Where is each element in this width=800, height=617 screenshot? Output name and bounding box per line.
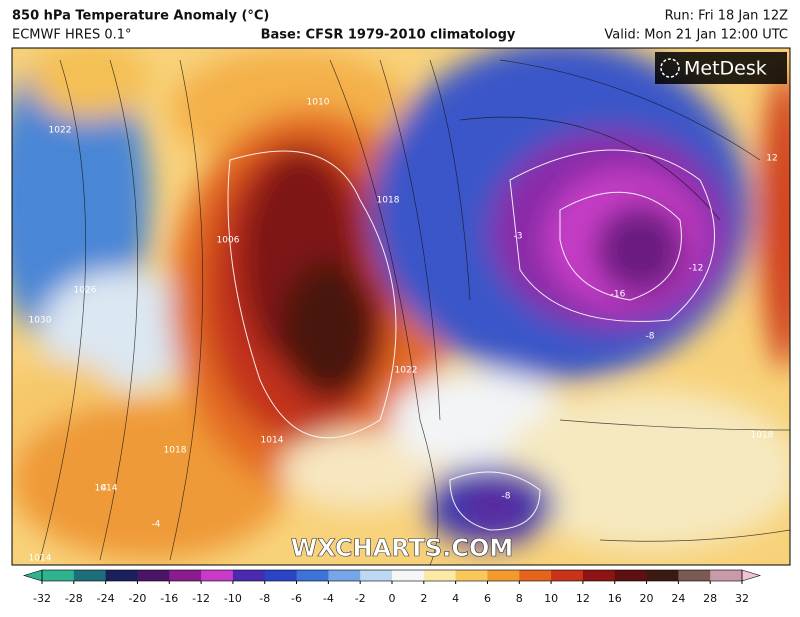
map-label: 1018 bbox=[751, 431, 774, 441]
colorbar-segment bbox=[105, 570, 138, 581]
map-label: -16 bbox=[611, 290, 626, 300]
map-label: -3 bbox=[514, 232, 523, 242]
colorbar-segment bbox=[169, 570, 202, 581]
colorbar-end bbox=[741, 569, 762, 582]
colorbar-label: 12 bbox=[576, 592, 590, 605]
colorbar-label: 24 bbox=[671, 592, 685, 605]
colorbar-segment bbox=[519, 570, 552, 581]
colorbar-segment bbox=[201, 570, 234, 581]
map-label: 1010 bbox=[307, 98, 330, 108]
colorbar-label: -10 bbox=[224, 592, 242, 605]
map-label: 4 bbox=[101, 484, 107, 494]
colorbar-segment bbox=[487, 570, 520, 581]
map: MetDesk WXCHARTS.COM 1010 1018 1006 1022 101… bbox=[12, 48, 790, 565]
colorbar-segment bbox=[582, 570, 616, 581]
colorbar-segment bbox=[614, 570, 648, 581]
colorbar-end bbox=[22, 569, 43, 582]
colorbar-label: 4 bbox=[452, 592, 459, 605]
map-label: -8 bbox=[646, 332, 655, 342]
map-label: 1018 bbox=[377, 196, 400, 206]
colorbar-label: -4 bbox=[323, 592, 334, 605]
model: ECMWF HRES 0.1° bbox=[12, 28, 132, 43]
colorbar-segment bbox=[455, 570, 488, 581]
colorbar-label: -16 bbox=[160, 592, 178, 605]
colorbar-segment bbox=[232, 570, 266, 581]
map-frame bbox=[11, 47, 791, 566]
colorbar: -32 -28 -24 -20 -16 -12 -10 -8 -6 -4 -2 0 2 4 6 8 10 12 16… bbox=[22, 569, 762, 605]
map-label: -12 bbox=[689, 264, 704, 274]
colorbar-segment bbox=[360, 570, 393, 581]
colorbar-label: 10 bbox=[544, 592, 558, 605]
colorbar-segment bbox=[423, 570, 457, 581]
colorbar-segment bbox=[392, 570, 425, 581]
map-label: -4 bbox=[152, 520, 161, 530]
map-label: 1014 bbox=[95, 484, 118, 494]
colorbar-label: -28 bbox=[65, 592, 83, 605]
colorbar-label: 28 bbox=[703, 592, 717, 605]
colorbar-segment bbox=[551, 570, 584, 581]
map-label: -8 bbox=[502, 492, 511, 502]
colorbar-label: 0 bbox=[389, 592, 396, 605]
map-label: 1018 bbox=[164, 446, 187, 456]
colorbar-label: -24 bbox=[97, 592, 115, 605]
colorbar-label: 20 bbox=[640, 592, 654, 605]
colorbar-segment bbox=[678, 570, 711, 581]
map-label: 1014 bbox=[29, 554, 52, 564]
colorbar-label: -20 bbox=[128, 592, 146, 605]
valid: Valid: Mon 21 Jan 12:00 UTC bbox=[604, 28, 788, 43]
map-label: 1014 bbox=[261, 436, 284, 446]
map-label: 1026 bbox=[74, 286, 97, 296]
colorbar-label: -12 bbox=[192, 592, 210, 605]
colorbar-label: 6 bbox=[484, 592, 491, 605]
map-label: 1022 bbox=[395, 366, 418, 376]
colorbar-label: 32 bbox=[735, 592, 749, 605]
map-label: 1022 bbox=[49, 126, 72, 136]
colorbar-label: 16 bbox=[608, 592, 622, 605]
run: Run: Fri 18 Jan 12Z bbox=[665, 9, 788, 24]
map-label: 1006 bbox=[217, 236, 240, 246]
colorbar-label: -32 bbox=[33, 592, 51, 605]
logo: MetDesk bbox=[684, 58, 767, 80]
colorbar-label: -6 bbox=[291, 592, 302, 605]
colorbar-segment bbox=[328, 570, 361, 581]
base: Base: CFSR 1979-2010 climatology bbox=[261, 28, 516, 43]
watermark: WXCHARTS.COM bbox=[291, 534, 513, 562]
colorbar-segment bbox=[264, 570, 298, 581]
map-label: 12 bbox=[766, 154, 777, 164]
title: 850 hPa Temperature Anomaly (°C) bbox=[12, 9, 269, 24]
colorbar-segment bbox=[137, 570, 170, 581]
isobars bbox=[39, 59, 790, 565]
colorbar-segment bbox=[296, 570, 329, 581]
colorbar-segment bbox=[710, 570, 743, 581]
colorbar-label: -2 bbox=[355, 592, 366, 605]
map-label: 1030 bbox=[29, 316, 52, 326]
colorbar-segment bbox=[42, 570, 75, 581]
colorbar-label: 8 bbox=[516, 592, 523, 605]
colorbar-segment bbox=[646, 570, 679, 581]
anomaly-contours bbox=[227, 149, 715, 531]
colorbar-segment bbox=[73, 570, 107, 581]
colorbar-label: -8 bbox=[259, 592, 270, 605]
colorbar-label: 2 bbox=[420, 592, 427, 605]
